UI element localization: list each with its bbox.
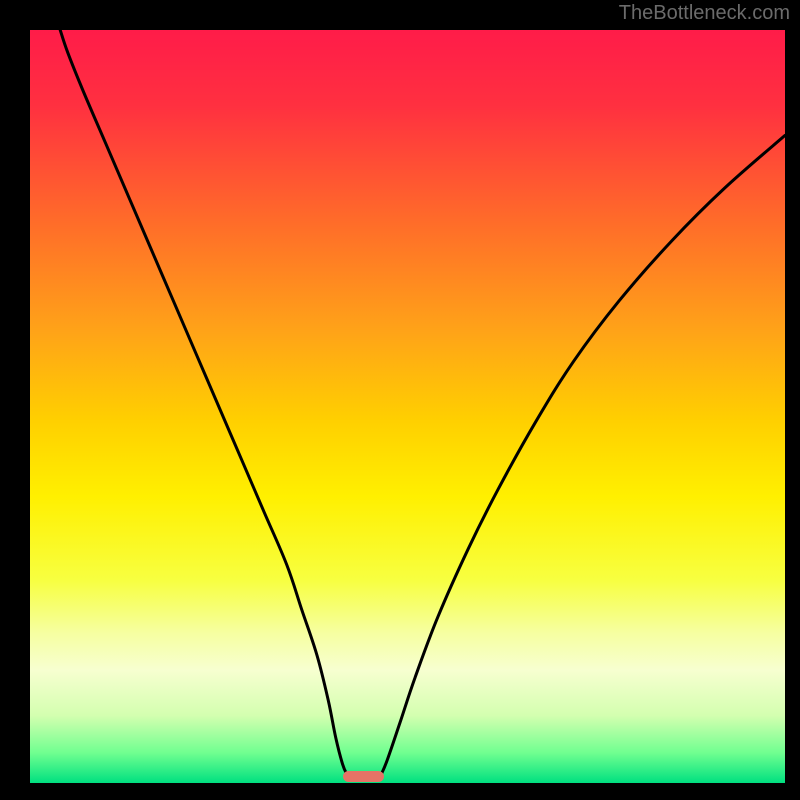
plot-frame — [30, 30, 785, 783]
optimal-indicator — [343, 771, 385, 782]
curve-svg — [30, 30, 785, 783]
watermark-text: TheBottleneck.com — [619, 2, 790, 25]
plot-background — [30, 30, 785, 783]
plot-area — [30, 30, 785, 783]
